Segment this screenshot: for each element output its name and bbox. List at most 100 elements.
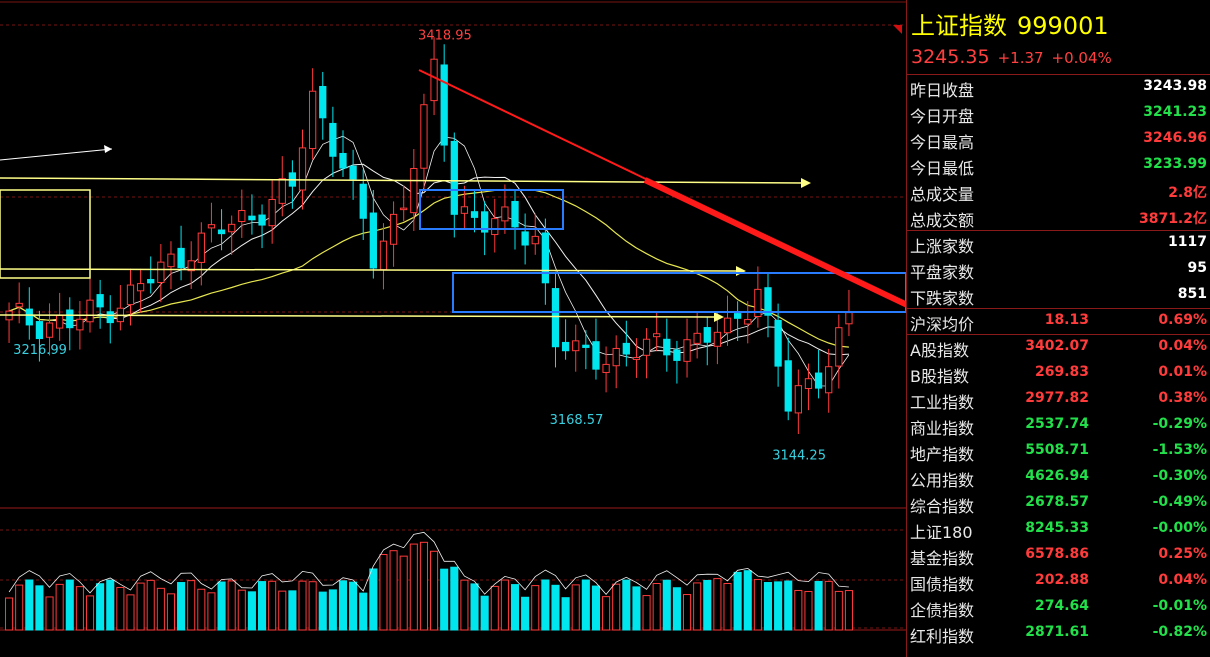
volume-bar bbox=[409, 543, 418, 631]
volume-bar bbox=[318, 591, 327, 631]
candle-body bbox=[693, 332, 701, 344]
volume-bar bbox=[521, 596, 530, 631]
volume-bar bbox=[551, 584, 560, 631]
candle-body bbox=[319, 85, 327, 119]
candle-body bbox=[713, 331, 722, 347]
volume-bar bbox=[622, 579, 631, 631]
candle-body bbox=[15, 302, 23, 308]
guide-arrowhead bbox=[714, 312, 724, 322]
trend-arrow bbox=[643, 177, 906, 308]
candle-body bbox=[66, 309, 74, 329]
volume-bar bbox=[156, 587, 165, 631]
candle-body bbox=[582, 344, 590, 348]
candle-body bbox=[379, 240, 388, 271]
volume-bar bbox=[733, 571, 742, 631]
quote-row: 昨日收盘 3243.98 bbox=[907, 74, 1210, 100]
row-value: 3243.98 bbox=[1143, 78, 1207, 94]
row-label: 企债指数 bbox=[910, 601, 975, 620]
candle-body bbox=[349, 165, 357, 180]
volume-bar bbox=[824, 580, 833, 631]
candle-body bbox=[835, 327, 843, 367]
row-label: 商业指数 bbox=[910, 419, 975, 438]
candle-body bbox=[126, 284, 135, 306]
row-value: 8245.33 bbox=[1025, 520, 1089, 536]
volume-bar bbox=[774, 581, 783, 631]
row-value: 95 bbox=[1187, 260, 1207, 276]
volume-bar bbox=[703, 579, 712, 631]
candle-body bbox=[653, 333, 661, 338]
candle-body bbox=[673, 349, 681, 361]
index-price: 3245.35 bbox=[911, 46, 990, 68]
volume-bar bbox=[197, 588, 206, 631]
volume-bars bbox=[5, 531, 853, 631]
row-value: 3871.2亿 bbox=[1138, 211, 1207, 227]
row-label: 上证180 bbox=[910, 523, 973, 542]
price-annotation: 3144.25 bbox=[772, 448, 826, 463]
row-percent: 0.01% bbox=[1158, 364, 1207, 380]
volume-bar bbox=[662, 579, 671, 631]
guide-line bbox=[0, 148, 113, 161]
panel-separator bbox=[907, 334, 1210, 335]
row-value: 3246.96 bbox=[1143, 130, 1207, 146]
volume-bar bbox=[531, 585, 540, 631]
candle-body bbox=[167, 253, 175, 268]
candle-body bbox=[723, 317, 732, 334]
row-value: 274.64 bbox=[1034, 598, 1089, 614]
row-percent: 0.25% bbox=[1158, 546, 1207, 562]
candle-body bbox=[369, 212, 377, 269]
candle-body bbox=[814, 372, 823, 389]
row-label: 工业指数 bbox=[910, 393, 975, 412]
row-label: A股指数 bbox=[910, 341, 969, 360]
volume-bar bbox=[298, 580, 307, 631]
volume-bar bbox=[349, 581, 358, 631]
quote-row: 红利指数 2871.61 -0.82% bbox=[907, 620, 1210, 646]
moving-average-line bbox=[8, 135, 850, 387]
quote-row: 总成交量 2.8亿 bbox=[907, 178, 1210, 204]
candle-body bbox=[359, 183, 367, 219]
volume-bar bbox=[75, 586, 84, 631]
candle-body bbox=[298, 147, 307, 191]
guide-arrowhead bbox=[104, 145, 112, 153]
row-value: 3233.99 bbox=[1143, 156, 1207, 172]
volume-bar bbox=[247, 591, 256, 631]
row-value: 3241.23 bbox=[1143, 104, 1207, 120]
index-name: 上证指数 bbox=[911, 12, 1007, 40]
row-value: 2977.82 bbox=[1025, 390, 1089, 406]
volume-bar bbox=[308, 581, 317, 631]
index-code: 999001 bbox=[1017, 12, 1109, 40]
candle-body bbox=[308, 90, 317, 150]
volume-bar bbox=[591, 585, 601, 631]
row-percent: 0.04% bbox=[1158, 572, 1207, 588]
candle-body bbox=[56, 314, 64, 329]
drawn-overlays bbox=[0, 69, 906, 322]
candle-body bbox=[744, 319, 752, 325]
candle-body bbox=[733, 313, 742, 319]
quote-row: A股指数 3402.07 0.04% bbox=[907, 334, 1210, 360]
volume-bar bbox=[743, 570, 752, 631]
highlight-box bbox=[0, 189, 91, 279]
candle-body bbox=[45, 322, 54, 338]
quote-row: 今日最低 3233.99 bbox=[907, 152, 1210, 178]
row-value: 2871.61 bbox=[1025, 624, 1089, 640]
volume-bar bbox=[146, 579, 155, 631]
volume-bar bbox=[177, 582, 186, 631]
candle-body bbox=[278, 178, 286, 204]
volume-bar bbox=[338, 580, 348, 631]
candle-body bbox=[501, 206, 509, 222]
volume-bar bbox=[753, 579, 762, 631]
quote-row: 沪深均价 18.13 0.69% bbox=[907, 308, 1210, 334]
row-value: 2678.57 bbox=[1025, 494, 1089, 510]
row-label: 公用指数 bbox=[910, 471, 975, 490]
volume-bar bbox=[480, 595, 489, 631]
volume-bar bbox=[763, 582, 773, 631]
candle-body bbox=[228, 223, 236, 233]
candle-body bbox=[147, 278, 155, 284]
candle-body bbox=[207, 224, 216, 229]
volume-bar bbox=[106, 579, 115, 631]
guide-line bbox=[0, 314, 719, 318]
candle-body bbox=[400, 207, 408, 211]
row-label: 今日最低 bbox=[910, 159, 975, 178]
candle-body bbox=[612, 347, 620, 367]
volume-bar bbox=[65, 579, 74, 631]
quote-row: 国债指数 202.88 0.04% bbox=[907, 568, 1210, 594]
